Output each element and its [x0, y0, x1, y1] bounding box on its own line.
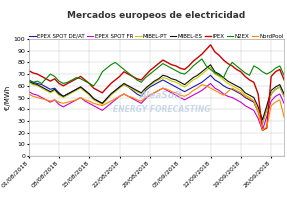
EPEX SPOT DE/AT	[109, 93, 113, 95]
NordPool	[261, 129, 264, 131]
IPEX	[109, 82, 113, 85]
IPEX	[282, 79, 286, 81]
Line: EPEX SPOT FR: EPEX SPOT FR	[29, 83, 284, 130]
NordPool	[100, 104, 104, 107]
IPEX	[92, 87, 95, 89]
Y-axis label: €/MWh: €/MWh	[5, 85, 11, 110]
MIBEL-PT	[187, 82, 191, 85]
MIBEL-ES	[209, 64, 212, 66]
NordPool	[27, 93, 30, 95]
MIBEL-PT	[109, 94, 113, 96]
NordPool	[187, 93, 191, 95]
N2EX	[96, 79, 100, 81]
Text: AleaSoft: AleaSoft	[140, 91, 183, 100]
Text: Mercados europeos de electricidad: Mercados europeos de electricidad	[67, 11, 246, 20]
N2EX	[70, 79, 74, 81]
IPEX	[100, 92, 104, 94]
MIBEL-ES	[109, 93, 113, 95]
NordPool	[70, 100, 74, 102]
MIBEL-PT	[282, 95, 286, 98]
IPEX	[70, 80, 74, 82]
NordPool	[114, 97, 117, 100]
NordPool	[92, 102, 95, 105]
EPEX SPOT FR	[187, 96, 191, 99]
EPEX SPOT FR	[70, 101, 74, 103]
MIBEL-PT	[92, 99, 95, 101]
EPEX SPOT FR	[261, 129, 264, 131]
IPEX	[209, 44, 212, 46]
EPEX SPOT FR	[109, 102, 113, 105]
IPEX	[27, 69, 30, 72]
EPEX SPOT DE/AT	[282, 95, 286, 98]
EPEX SPOT DE/AT	[70, 90, 74, 93]
Legend: EPEX SPOT DE/AT, EPEX SPOT FR, MIBEL-PT, MIBEL-ES, IPEX, N2EX, NordPool: EPEX SPOT DE/AT, EPEX SPOT FR, MIBEL-PT,…	[27, 32, 286, 41]
N2EX	[105, 67, 108, 69]
EPEX SPOT DE/AT	[209, 74, 212, 76]
Line: IPEX: IPEX	[29, 45, 284, 130]
MIBEL-PT	[114, 90, 117, 93]
EPEX SPOT FR	[27, 90, 30, 93]
EPEX SPOT DE/AT	[92, 97, 95, 100]
EPEX SPOT DE/AT	[100, 102, 104, 105]
N2EX	[118, 65, 121, 67]
MIBEL-ES	[282, 93, 286, 95]
N2EX	[92, 85, 95, 87]
EPEX SPOT FR	[209, 82, 212, 85]
MIBEL-ES	[261, 119, 264, 121]
MIBEL-ES	[70, 90, 74, 93]
N2EX	[282, 74, 286, 76]
EPEX SPOT FR	[282, 102, 286, 105]
EPEX SPOT DE/AT	[187, 88, 191, 91]
MIBEL-ES	[187, 80, 191, 82]
MIBEL-ES	[100, 102, 104, 105]
IPEX	[187, 65, 191, 67]
NordPool	[200, 83, 203, 86]
N2EX	[200, 58, 203, 60]
IPEX	[114, 79, 117, 81]
Line: MIBEL-PT: MIBEL-PT	[29, 67, 284, 123]
N2EX	[191, 65, 195, 67]
NordPool	[282, 116, 286, 119]
Line: N2EX: N2EX	[29, 59, 284, 86]
Line: EPEX SPOT DE/AT: EPEX SPOT DE/AT	[29, 75, 284, 123]
Line: MIBEL-ES: MIBEL-ES	[29, 65, 284, 120]
MIBEL-ES	[92, 97, 95, 100]
EPEX SPOT FR	[114, 99, 117, 101]
MIBEL-PT	[70, 92, 74, 94]
EPEX SPOT FR	[100, 109, 104, 112]
MIBEL-ES	[114, 89, 117, 92]
MIBEL-ES	[27, 80, 30, 82]
MIBEL-PT	[27, 81, 30, 83]
N2EX	[114, 61, 117, 64]
MIBEL-PT	[209, 66, 212, 68]
EPEX SPOT DE/AT	[261, 122, 264, 124]
MIBEL-PT	[261, 122, 264, 124]
NordPool	[109, 100, 113, 102]
Line: NordPool: NordPool	[29, 85, 284, 130]
EPEX SPOT DE/AT	[114, 89, 117, 92]
EPEX SPOT FR	[92, 104, 95, 107]
Text: ENERGY FORECASTING: ENERGY FORECASTING	[113, 105, 210, 114]
MIBEL-PT	[100, 103, 104, 106]
EPEX SPOT DE/AT	[27, 79, 30, 81]
IPEX	[261, 129, 264, 131]
N2EX	[27, 79, 30, 81]
